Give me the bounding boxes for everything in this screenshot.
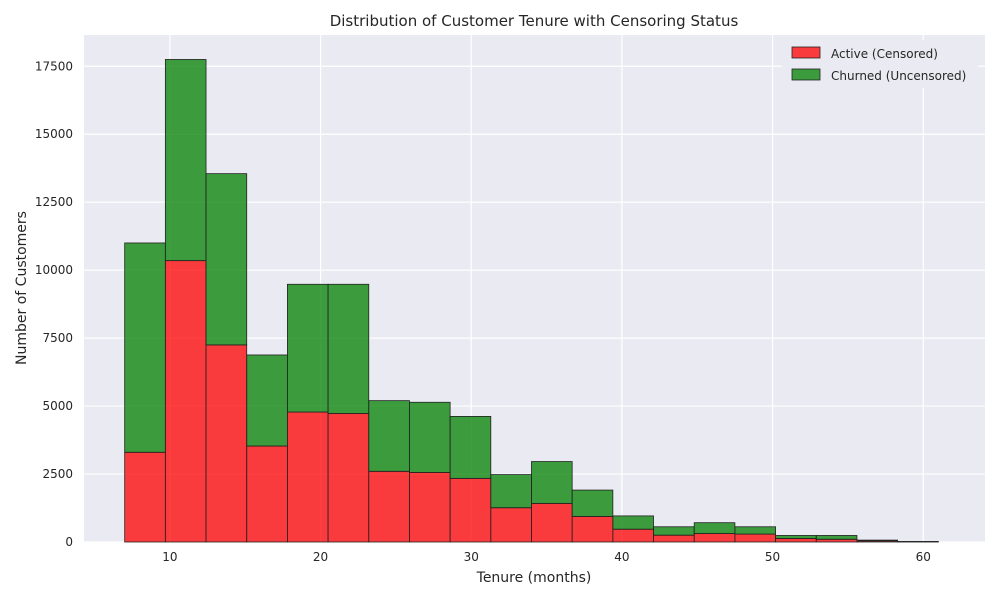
bar-active-censored: [775, 538, 817, 543]
bar-active-censored: [612, 528, 654, 543]
bar-churned-uncensored: [775, 535, 817, 539]
bar-churned-uncensored: [612, 515, 654, 530]
y-axis-ticks: 0 2500 5000 7500 10000 12500 15000 17500: [35, 59, 73, 549]
bar-active-censored: [368, 470, 410, 543]
legend-swatch-churned: [791, 68, 821, 81]
bar-churned-uncensored: [409, 401, 451, 473]
legend: Active (Censored) Churned (Uncensored): [782, 40, 978, 88]
legend-swatch-active: [791, 46, 821, 59]
bar-active-censored: [531, 502, 573, 543]
bar-active-censored: [164, 260, 207, 543]
bar-churned-uncensored: [734, 526, 776, 535]
bar-active-censored: [327, 413, 370, 543]
legend-label-churned: Churned (Uncensored): [831, 69, 966, 83]
bar-churned-uncensored: [856, 539, 899, 542]
y-tick-label: 17500: [35, 59, 73, 73]
bar-churned-uncensored: [571, 489, 614, 517]
bar-active-censored: [124, 451, 166, 543]
bar-churned-uncensored: [164, 59, 207, 262]
bar-churned-uncensored: [653, 526, 695, 536]
y-tick-label: 2500: [42, 467, 73, 481]
bar-active-censored: [490, 507, 532, 543]
bar-churned-uncensored: [449, 416, 492, 479]
x-tick-label: 50: [765, 550, 780, 564]
y-tick-label: 0: [65, 535, 73, 549]
bar-churned-uncensored: [205, 173, 248, 346]
bar-churned-uncensored: [246, 354, 288, 447]
x-tick-label: 20: [313, 550, 328, 564]
bar-churned-uncensored: [815, 535, 858, 540]
bar-active-censored: [815, 538, 858, 543]
bar-active-censored: [693, 533, 736, 543]
bar-active-censored: [449, 477, 492, 543]
x-axis-label: Tenure (months): [476, 570, 592, 586]
y-tick-label: 7500: [42, 331, 73, 345]
bar-active-censored: [653, 534, 695, 543]
y-tick-label: 10000: [35, 263, 73, 277]
bar-active-censored: [734, 533, 776, 543]
y-axis-label: Number of Customers: [14, 211, 30, 365]
x-tick-label: 40: [614, 550, 629, 564]
chart-title: Distribution of Customer Tenure with Cen…: [330, 12, 739, 30]
bars-group: [124, 59, 939, 543]
y-tick-label: 12500: [35, 195, 73, 209]
bar-churned-uncensored: [368, 400, 410, 472]
bar-churned-uncensored: [327, 283, 370, 414]
bar-churned-uncensored: [531, 461, 573, 504]
bar-active-censored: [287, 411, 329, 543]
bar-active-censored: [571, 516, 614, 543]
bar-active-censored: [246, 445, 288, 543]
bar-churned-uncensored: [490, 474, 532, 509]
x-tick-label: 60: [916, 550, 931, 564]
x-tick-label: 10: [162, 550, 177, 564]
y-tick-label: 5000: [42, 399, 73, 413]
bar-active-censored: [409, 472, 451, 543]
y-tick-label: 15000: [35, 127, 73, 141]
x-axis-ticks: 10 20 30 40 50 60: [162, 550, 931, 564]
legend-label-active: Active (Censored): [831, 47, 938, 61]
x-tick-label: 30: [464, 550, 479, 564]
bar-active-censored: [205, 344, 248, 543]
bar-churned-uncensored: [287, 283, 329, 413]
bar-churned-uncensored: [693, 522, 736, 534]
bar-churned-uncensored: [124, 242, 166, 453]
